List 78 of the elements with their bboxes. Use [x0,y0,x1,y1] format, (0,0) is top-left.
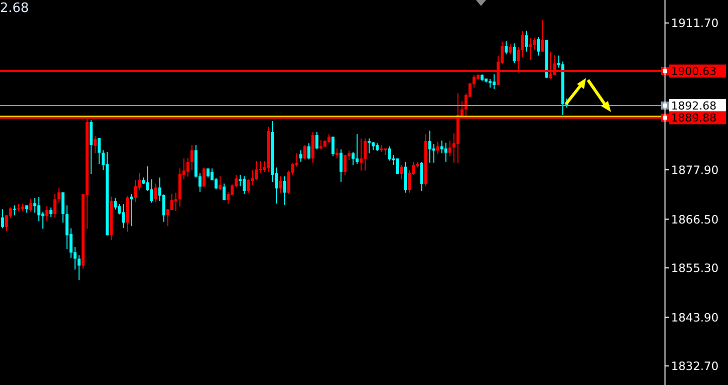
ref-line-label: 1889.88 [671,112,716,125]
candlestick [331,136,334,157]
candlestick [368,138,371,154]
candlestick [1,208,4,229]
candlestick [174,192,178,212]
candlestick [33,197,36,214]
candlestick [520,30,524,58]
candlestick [360,138,363,172]
candlestick [436,141,440,155]
candlestick [432,144,436,164]
candlestick [45,206,48,222]
candlestick [114,197,117,210]
candlestick [512,42,516,64]
candlestick [37,196,40,222]
candlestick [279,176,282,194]
candlestick [356,134,359,165]
candlestick [186,157,190,178]
candlestick [352,151,355,166]
candlestick [388,146,391,162]
candlestick [134,180,137,202]
candlestick [428,130,432,164]
candlestick [533,37,536,50]
candlestick [57,187,60,204]
y-tick-label: 1843.90 [671,310,719,324]
candlestick [528,38,532,60]
candlestick [299,150,302,162]
candlestick [78,254,81,280]
candlestick [340,148,343,182]
candlestick [303,144,306,160]
ref-line-label: 1900.63 [671,65,716,78]
candlestick [154,183,158,203]
candlestick [13,204,16,216]
candlestick [49,206,52,218]
candlestick [492,74,496,90]
candlestick [440,140,444,154]
candlestick [524,30,528,52]
candlestick [311,131,314,164]
candlestick [404,161,408,194]
candlestick [420,161,424,192]
candlestick [61,192,64,224]
candlestick [504,40,508,55]
y-tick-label: 1911.70 [671,16,719,30]
candlestick [122,204,125,228]
candlestick [130,194,133,227]
y-tick-label: 1866.50 [671,212,719,226]
candlestick [508,44,512,55]
candlestick [319,140,322,150]
candlestick [150,178,154,204]
ref-line-label: 1892.68 [671,100,716,113]
candlestick [254,160,258,181]
candlestick [98,138,101,165]
candlestick [400,164,403,180]
candlestick [307,142,310,160]
candlestick [283,176,286,206]
candlestick [344,154,347,176]
candlestick [246,178,250,194]
candlestick [94,135,97,154]
candlestick [90,120,93,175]
candlestick [336,148,339,159]
y-tick-label: 1855.30 [671,260,719,275]
candlestick [537,36,540,56]
candlestick [29,198,32,212]
candlestick [444,142,448,162]
candlestick [364,138,367,172]
candlestick [541,19,544,52]
candlestick [65,204,68,250]
y-tick-label: 1832.70 [671,358,719,373]
candlestick [53,194,56,218]
candlestick [242,176,246,195]
candlestick [315,131,318,150]
annotation: 2.68 [0,1,29,16]
candlestick [448,140,452,157]
candlestick [218,176,222,191]
y-tick-label: 1877.90 [671,162,719,177]
candlestick [327,134,330,144]
candlestick [190,144,194,171]
candlestick [222,183,226,201]
candlestick [202,167,206,188]
